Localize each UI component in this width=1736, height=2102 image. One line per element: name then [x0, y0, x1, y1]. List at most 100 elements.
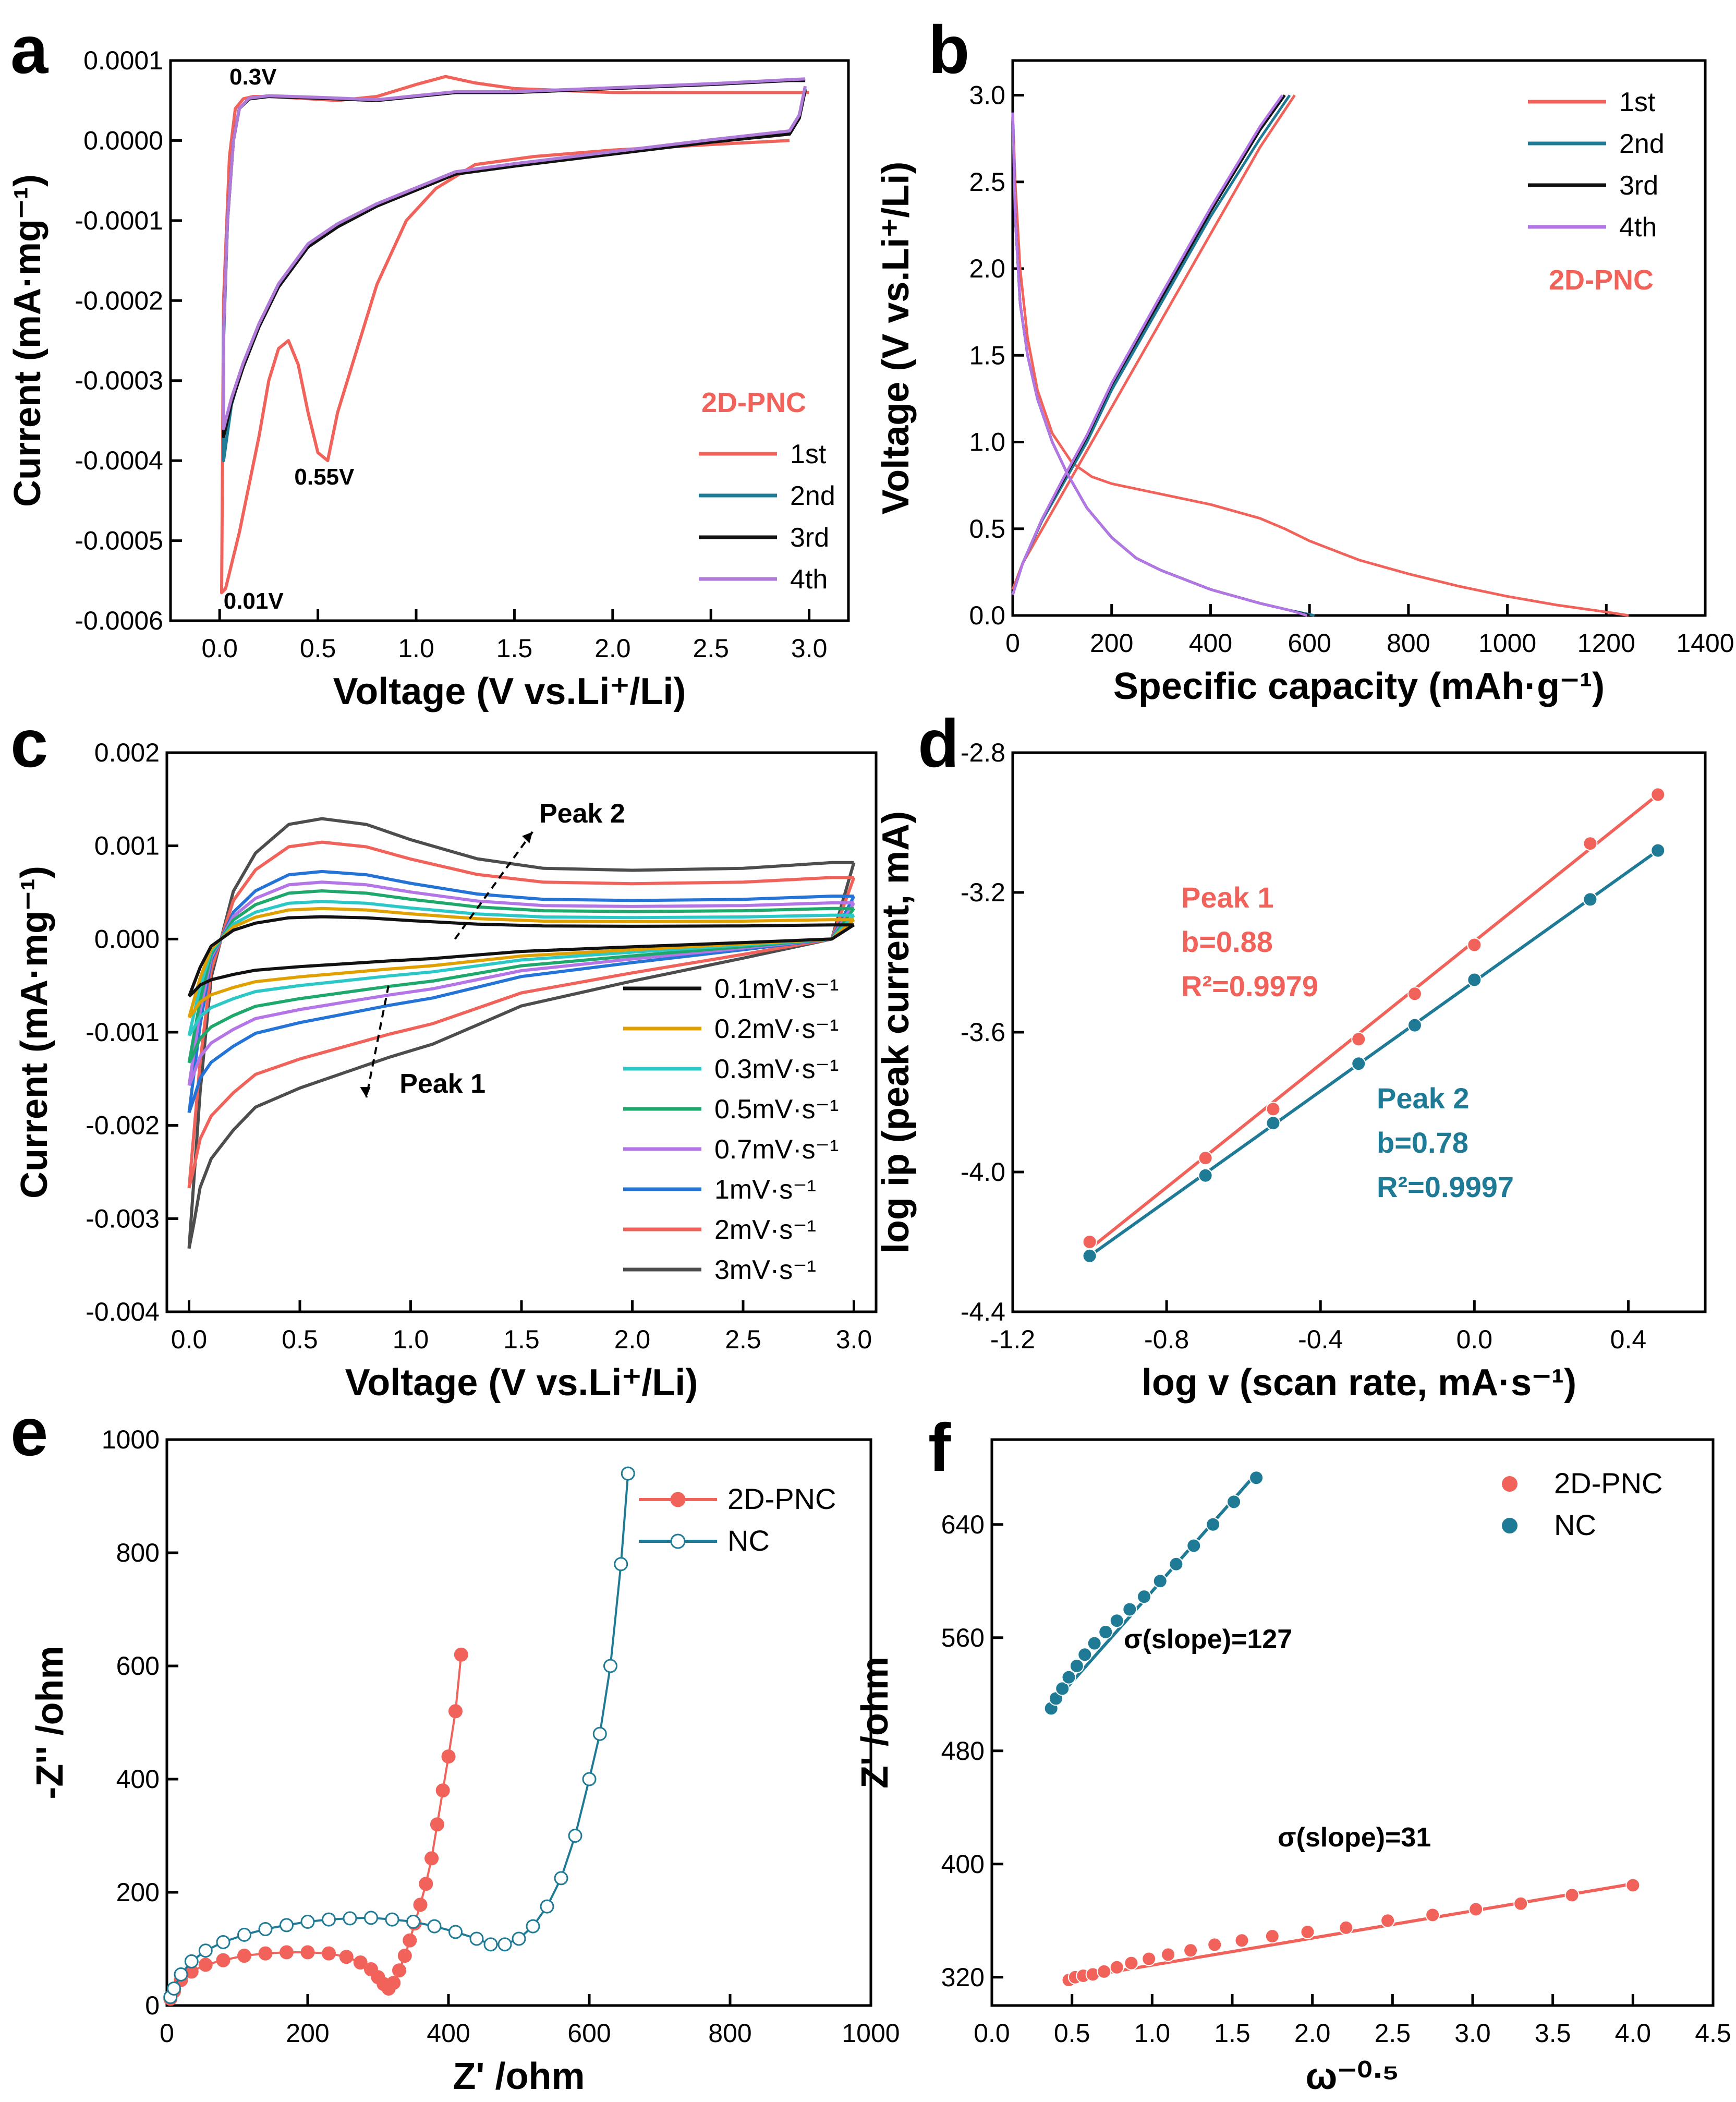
data-point	[424, 1851, 439, 1866]
plot-frame	[1011, 59, 1707, 617]
data-point	[1467, 937, 1482, 952]
data-point	[540, 1899, 554, 1914]
y-tick-label: 3.0	[969, 81, 1005, 110]
data-point	[441, 1749, 456, 1764]
charge-curve	[1011, 94, 1296, 590]
data-point	[237, 1927, 251, 1942]
discharge-curve	[1011, 112, 1308, 617]
cv-cathodic	[187, 862, 856, 1249]
plot-frame	[169, 59, 850, 622]
data-point	[1650, 843, 1666, 858]
data-point	[1227, 1494, 1242, 1509]
y-tick-label: -0.004	[86, 1297, 160, 1326]
data-point	[554, 1871, 568, 1886]
data-point	[1109, 1613, 1124, 1628]
peak2-arrow	[454, 831, 533, 940]
panel-label: c	[10, 705, 48, 781]
data-point	[1351, 1032, 1366, 1047]
data-point	[198, 1943, 213, 1958]
x-tick-label: 1000	[1478, 629, 1536, 658]
data-point	[1142, 1951, 1157, 1966]
legend-title: 2D-PNC	[701, 387, 806, 418]
data-point	[427, 1919, 442, 1934]
x-tick-label: 1200	[1577, 629, 1635, 658]
series-line	[222, 77, 807, 430]
slope-label: σ(slope)=127	[1124, 1624, 1292, 1654]
cv-cathodic	[187, 895, 856, 1114]
annotation: 0.3V	[229, 64, 277, 90]
discharge-curve	[1011, 112, 1310, 617]
x-tick-label: 0.5	[300, 634, 336, 663]
y-tick-label: 640	[941, 1510, 985, 1539]
cv-cathodic	[187, 877, 856, 1189]
y-tick-label: 0.000	[94, 924, 160, 953]
data-point	[1467, 972, 1482, 987]
legend-label: 1st	[790, 439, 827, 469]
legend-marker	[1502, 1518, 1518, 1533]
data-point	[512, 1931, 526, 1946]
legend-label: NC	[727, 1524, 770, 1557]
data-point	[1249, 1470, 1264, 1485]
y-tick-label: -2.8	[961, 738, 1005, 767]
x-tick-label: 800	[708, 2019, 751, 2048]
data-point	[419, 1877, 433, 1891]
y-tick-label: 400	[941, 1850, 985, 1879]
panel-f: f 0.0 0.5 1.0 1.5 2.0 2.5 3.0 3.5 4.0 4.5 320 400 480…	[854, 1409, 1731, 2097]
data-point	[1122, 1602, 1137, 1617]
data-point	[167, 1981, 181, 1996]
x-tick-label: 200	[1090, 629, 1133, 658]
data-point	[1266, 1102, 1281, 1117]
data-point	[1207, 1937, 1222, 1952]
x-tick-label: 1.0	[398, 634, 434, 663]
y-tick-label: 1.5	[969, 341, 1005, 370]
y-tick-label: -0.002	[86, 1111, 160, 1140]
legend-label: 0.7mV·s⁻¹	[714, 1134, 839, 1165]
data-point	[1136, 1589, 1151, 1604]
y-tick-label: 320	[941, 1963, 985, 1992]
charge-curve	[1011, 94, 1284, 595]
data-point	[1339, 1920, 1354, 1935]
y-tick-label: 0.002	[94, 738, 160, 767]
x-tick-label: 2.5	[725, 1325, 761, 1354]
data-point	[1082, 1235, 1097, 1249]
data-point	[184, 1954, 199, 1968]
data-point	[343, 1911, 357, 1926]
y-tick-label: 800	[116, 1538, 160, 1567]
nyquist-line	[169, 1473, 629, 1998]
data-point	[1186, 1538, 1201, 1553]
data-point	[1407, 986, 1422, 1001]
data-point	[1564, 1888, 1580, 1903]
data-point	[403, 1933, 417, 1948]
panel-b: b 0 200 400 600 800 1000 1200 1400 0.0 0.5 1.0 1.5 2.…	[875, 11, 1734, 707]
data-point	[497, 1937, 512, 1952]
data-point	[1583, 892, 1598, 907]
fit-label: Peak 2	[1377, 1082, 1470, 1115]
legend-label: 2mV·s⁻¹	[714, 1215, 816, 1245]
data-point	[1082, 1248, 1097, 1263]
data-point	[413, 1898, 428, 1912]
x-tick-label: 2.0	[614, 1325, 651, 1354]
data-point	[216, 1935, 230, 1949]
data-point	[1266, 1116, 1281, 1131]
legend-marker	[670, 1533, 686, 1549]
x-tick-label: 0.0	[171, 1325, 208, 1354]
y-tick-label: -0.0005	[75, 526, 163, 555]
series-line	[220, 75, 809, 595]
data-point	[1152, 1574, 1168, 1589]
data-point	[430, 1817, 444, 1832]
x-tick-label: 2.0	[1294, 2019, 1331, 2048]
x-tick-label: 0	[160, 2019, 174, 2048]
plot-frame	[165, 1438, 872, 2007]
cv-cathodic	[187, 914, 855, 1037]
annotation: Peak 1	[399, 1069, 485, 1099]
x-tick-label: 1000	[842, 2019, 900, 2048]
data-point	[603, 1659, 617, 1673]
panel-label: b	[928, 11, 969, 88]
data-point	[1206, 1517, 1221, 1532]
series-line	[222, 79, 807, 439]
y-tick-label: 0.0	[969, 601, 1005, 630]
x-axis-label: Voltage (V vs.Li⁺/Li)	[333, 671, 686, 712]
discharge-curve	[1011, 112, 1629, 617]
y-tick-label: -0.0004	[75, 446, 163, 475]
